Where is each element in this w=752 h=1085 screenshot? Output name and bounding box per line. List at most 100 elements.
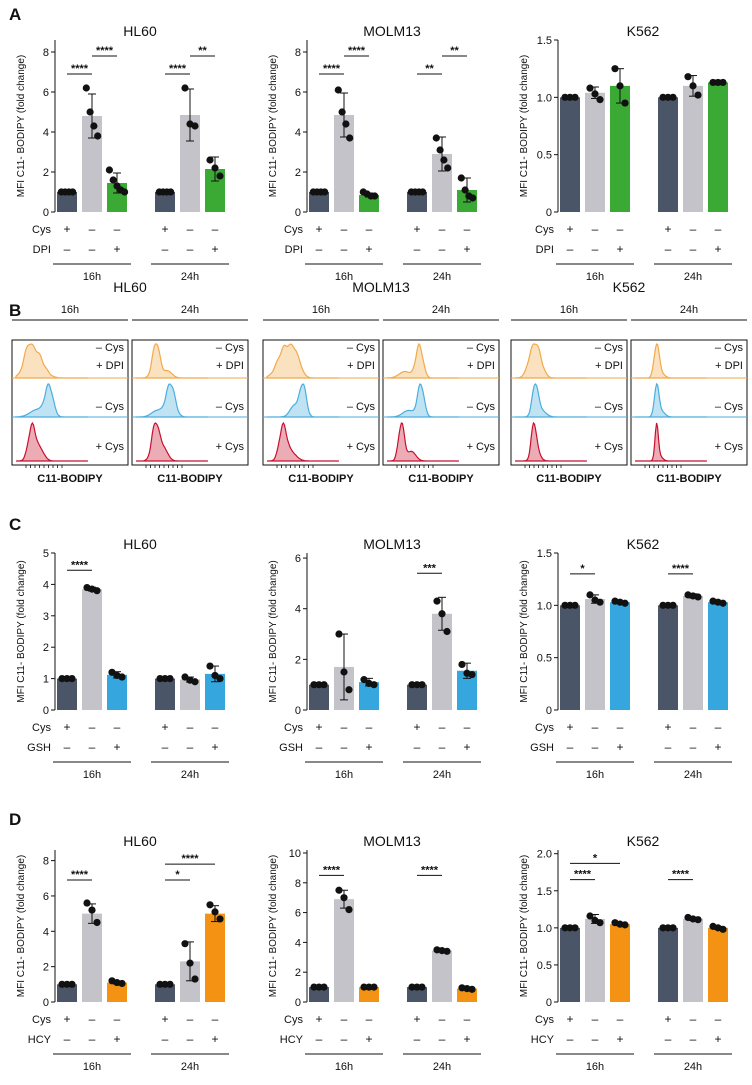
treatment-symbol: +	[113, 1032, 120, 1046]
histogram-condition-label: – Cys	[595, 342, 624, 354]
histogram-trace	[515, 343, 587, 379]
treatment-row-label: Cys	[32, 722, 51, 734]
histogram-frame	[11, 339, 129, 466]
data-point	[186, 959, 194, 967]
data-point	[69, 188, 77, 196]
treatment-symbol: –	[187, 222, 194, 236]
data-point	[338, 108, 346, 116]
histogram-condition-label: + DPI	[96, 360, 124, 372]
bar	[610, 85, 630, 212]
bar	[107, 674, 127, 710]
histogram-condition-label: + DPI	[595, 360, 623, 372]
treatment-symbol: +	[463, 740, 470, 754]
treatment-symbol: –	[187, 720, 194, 734]
y-axis-title: MFI C11- BODIPY (fold change)	[519, 855, 530, 997]
treatment-symbol: –	[341, 720, 348, 734]
treatment-symbol: +	[566, 720, 573, 734]
chart-title: K562	[627, 536, 660, 552]
data-point	[586, 912, 594, 920]
treatment-symbol: +	[63, 222, 70, 236]
data-point	[566, 924, 574, 932]
treatment-symbol: –	[316, 1032, 323, 1046]
y-tick-label: 1.5	[537, 548, 552, 560]
data-point	[669, 924, 677, 932]
time-label: 24h	[181, 769, 199, 781]
data-point	[596, 96, 604, 104]
data-point	[714, 78, 722, 87]
treatment-row-label: Cys	[284, 1014, 303, 1026]
treatment-symbol: +	[161, 1012, 168, 1026]
time-label: 24h	[433, 769, 451, 781]
histogram-condition-label: + Cys	[216, 441, 245, 453]
histogram-trace	[515, 383, 587, 418]
histogram-condition-label: – Cys	[216, 342, 245, 354]
bar	[432, 613, 452, 710]
histogram-condition-label: + Cys	[715, 441, 744, 453]
data-point	[216, 675, 224, 683]
data-point	[571, 601, 579, 609]
bar	[82, 589, 102, 710]
bar	[560, 927, 580, 1002]
histogram-trace	[136, 383, 208, 418]
data-point	[571, 924, 579, 932]
bar	[585, 599, 605, 710]
treatment-symbol: –	[690, 1012, 697, 1026]
data-point	[335, 886, 343, 894]
treatment-symbol: –	[690, 222, 697, 236]
data-point	[596, 919, 604, 927]
treatment-symbol: –	[715, 720, 722, 734]
treatment-row-label: Cys	[284, 722, 303, 734]
data-point	[191, 678, 199, 686]
data-point	[571, 93, 579, 101]
treatment-symbol: +	[463, 242, 470, 256]
treatment-symbol: –	[114, 720, 121, 734]
significance-label: **	[425, 63, 434, 75]
treatment-symbol: –	[187, 1012, 194, 1026]
significance-label: **	[450, 45, 459, 57]
bar	[585, 92, 605, 212]
histogram-x-label: C11-BODIPY	[536, 473, 602, 485]
y-tick-label: 0	[295, 997, 301, 1009]
treatment-symbol: –	[439, 1032, 446, 1046]
treatment-symbol: –	[592, 222, 599, 236]
y-tick-label: 0	[295, 705, 301, 717]
bar	[57, 192, 77, 212]
histogram-condition-label: + Cys	[96, 441, 125, 453]
bar	[585, 918, 605, 1002]
data-point	[596, 598, 604, 606]
histogram-trace	[266, 343, 339, 379]
data-point	[58, 675, 66, 683]
data-point	[408, 983, 416, 991]
data-point	[719, 925, 727, 933]
treatment-symbol: –	[715, 222, 722, 236]
histogram-time-label: 24h	[680, 304, 698, 316]
data-point	[63, 980, 71, 988]
treatment-symbol: –	[89, 1032, 96, 1046]
data-point	[211, 164, 219, 172]
histogram-cell-title: HL60	[113, 279, 147, 295]
treatment-symbol: +	[664, 1012, 671, 1026]
y-axis-title: MFI C11- BODIPY (fold change)	[16, 855, 27, 997]
y-tick-label: 1	[43, 674, 49, 686]
data-point	[418, 983, 426, 991]
data-point	[121, 188, 129, 196]
significance-label: *	[580, 563, 585, 575]
histogram-x-label: C11-BODIPY	[37, 473, 103, 485]
time-label: 16h	[83, 271, 101, 283]
data-point	[93, 918, 101, 927]
bar	[107, 982, 127, 1002]
data-point	[211, 908, 219, 916]
data-point	[621, 921, 629, 929]
y-tick-label: 2	[43, 642, 49, 654]
treatment-symbol: –	[162, 242, 169, 256]
data-point	[93, 587, 101, 595]
treatment-symbol: –	[89, 242, 96, 256]
y-tick-label: 6	[43, 891, 49, 903]
y-tick-label: 2.0	[537, 849, 552, 861]
significance-label: **	[198, 45, 207, 57]
treatment-symbol: –	[414, 242, 421, 256]
significance-label: ****	[672, 563, 690, 575]
bar	[309, 987, 329, 1002]
treatment-symbol: +	[413, 222, 420, 236]
